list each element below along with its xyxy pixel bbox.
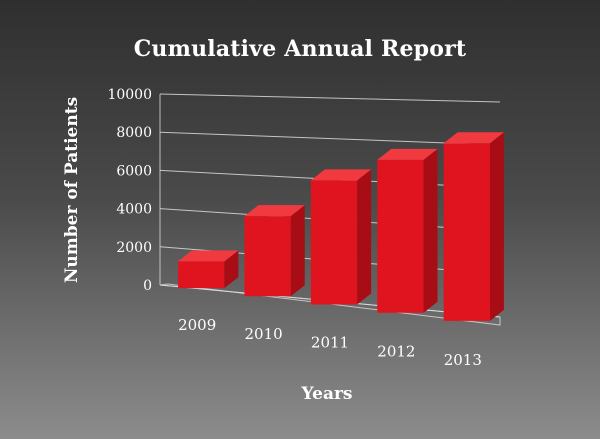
gridline [159,131,501,146]
chart-title: Cumulative Annual Report [133,36,467,62]
bar-top [377,148,438,160]
y-tick-label: 10000 [107,87,152,103]
bar-top [310,169,372,181]
bar-side [423,148,438,313]
y-tick-label: 0 [143,278,152,294]
x-tick-label: 2009 [178,316,216,334]
y-tick-label: 6000 [116,163,152,179]
bar-side [489,132,504,321]
bar [377,159,424,313]
bar-side [290,205,305,297]
bar [178,261,225,289]
bar [244,216,291,297]
bar-side [357,169,372,305]
y-tick-label: 8000 [116,125,152,141]
bar-side [224,250,239,289]
gridline [159,93,501,103]
bar [310,180,358,305]
x-tick-label: 2012 [377,342,415,360]
bar-top [443,132,504,144]
x-axis-title: Years [301,384,353,404]
x-tick-label: 2011 [311,334,349,352]
bar-top [178,250,239,262]
x-tick-label: 2010 [245,325,283,343]
x-tick-label: 2013 [444,351,482,369]
bar [443,143,490,321]
bar-top [244,205,305,217]
y-tick-label: 4000 [116,202,152,218]
y-tick-label: 2000 [116,240,152,256]
